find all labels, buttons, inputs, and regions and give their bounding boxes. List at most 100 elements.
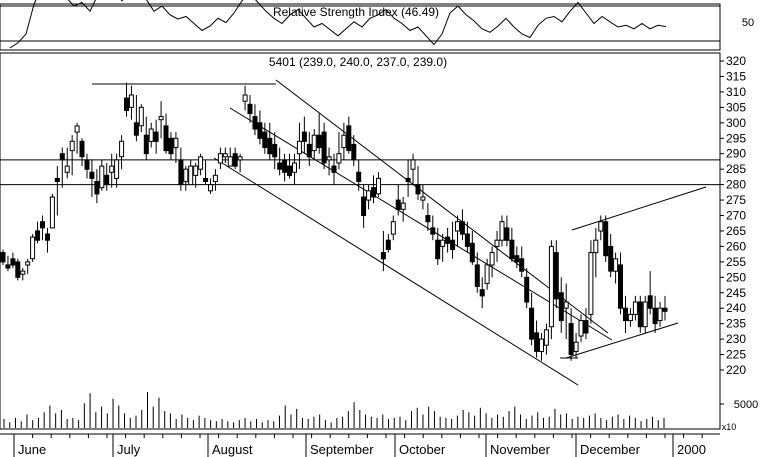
candle-body-down (45, 233, 50, 241)
horizontal-lines (0, 159, 720, 186)
x-axis-label: June (18, 442, 46, 457)
candle-body-down (163, 125, 169, 152)
wedge-line-upper (571, 186, 707, 231)
candle-body-up (548, 245, 554, 328)
candle-body-up (173, 137, 179, 149)
candle-body-down (272, 143, 278, 158)
candle-body-down (331, 165, 337, 173)
candle-body-down (0, 252, 6, 263)
candle-body-up (208, 184, 213, 192)
candle-body-down (618, 264, 623, 309)
wedge-line-lower (565, 322, 679, 359)
candle-body-up (217, 153, 223, 164)
candle-body-up (336, 153, 342, 164)
price-tick-label: 310 (726, 85, 746, 99)
candle-body-down (380, 252, 386, 260)
candle-body-down (40, 221, 45, 229)
x-axis-label: 2000 (677, 442, 706, 457)
volume-multiplier-label: x10 (722, 422, 737, 432)
candle-body-up (74, 125, 80, 133)
candle-body-down (662, 307, 668, 312)
candle-body-up (237, 156, 243, 161)
candle-body-down (647, 295, 653, 309)
price-tick-label: 220 (726, 363, 746, 377)
candle-body-down (534, 332, 540, 352)
candle-body-down (79, 140, 85, 158)
candle-body-up (578, 320, 584, 337)
candle-body-down (59, 153, 65, 161)
candle-body-up (390, 221, 396, 235)
candle-body-down (445, 236, 451, 244)
candle-body-up (49, 196, 55, 229)
candle-body-down (232, 153, 238, 167)
candle-body-up (484, 264, 490, 284)
candle-body-down (450, 239, 456, 250)
candle-body-down (524, 276, 530, 303)
rsi-frame (0, 3, 721, 51)
candle-body-up (25, 261, 31, 266)
candle-body-up (30, 236, 36, 260)
candle-body-up (109, 165, 115, 173)
x-axis-label: July (117, 442, 141, 457)
price-tick-label: 235 (726, 317, 746, 331)
candle-body-down (54, 177, 60, 182)
candle-body-up (455, 221, 460, 232)
price-tick-label: 320 (726, 54, 746, 68)
price-panel: 5401 (239.0, 240.0, 237.0, 239.0) 320315… (0, 52, 758, 432)
candle-body-down (435, 239, 441, 260)
candle-body-up (148, 128, 154, 142)
candle-body-down (168, 137, 174, 155)
candle-body-up (188, 165, 194, 186)
candle-body-down (608, 245, 614, 272)
candle-body-down (405, 177, 411, 182)
candle-body-down (124, 97, 129, 111)
candle-body-down (277, 162, 283, 170)
candle-body-down (583, 320, 589, 334)
candle-body-down (282, 159, 288, 173)
price-tick-label: 230 (726, 332, 746, 346)
candle-body-up (341, 134, 347, 149)
candle-body-down (346, 125, 352, 152)
candle-body-up (376, 177, 381, 195)
price-tick-label: 265 (726, 224, 746, 238)
price-tick-label: 295 (726, 131, 746, 145)
candle-body-down (262, 131, 268, 149)
x-axis-label: August (212, 442, 253, 457)
candle-body-down (351, 143, 357, 161)
candle-body-down (153, 131, 159, 142)
price-title: 5401 (239.0, 240.0, 237.0, 239.0) (269, 55, 447, 69)
price-tick-label: 315 (726, 69, 746, 83)
candle-body-up (489, 252, 495, 266)
price-tick-label: 245 (726, 286, 746, 300)
price-tick-label: 280 (726, 178, 746, 192)
candle-body-up (99, 165, 105, 189)
candle-body-up (183, 168, 189, 183)
candle-body-up (198, 156, 204, 170)
price-tick-label: 305 (726, 100, 746, 114)
rsi-line-group (9, 0, 667, 49)
candle-body-down (395, 199, 401, 210)
candle-body-up (573, 341, 579, 353)
candle-body-up (119, 140, 125, 158)
candle-body-down (504, 227, 510, 241)
candle-body-down (474, 264, 480, 287)
candle-body-up (400, 202, 406, 210)
price-tick-label: 275 (726, 193, 746, 207)
candle-body-up (420, 196, 426, 201)
candle-body-up (114, 159, 120, 179)
candle-body-up (539, 338, 544, 353)
candle-body-up (593, 239, 599, 254)
candle-body-up (296, 140, 302, 155)
price-tick-label: 250 (726, 270, 746, 284)
candle-body-up (222, 153, 228, 158)
candle-body-down (464, 233, 470, 247)
candle-body-down (356, 171, 362, 182)
candle-body-down (15, 261, 21, 278)
price-tick-label: 285 (726, 162, 746, 176)
candle-body-down (529, 307, 535, 340)
candle-body-down (89, 171, 95, 179)
candle-body-up (64, 165, 70, 173)
candle-body-up (242, 94, 248, 102)
candle-body-down (430, 227, 436, 235)
